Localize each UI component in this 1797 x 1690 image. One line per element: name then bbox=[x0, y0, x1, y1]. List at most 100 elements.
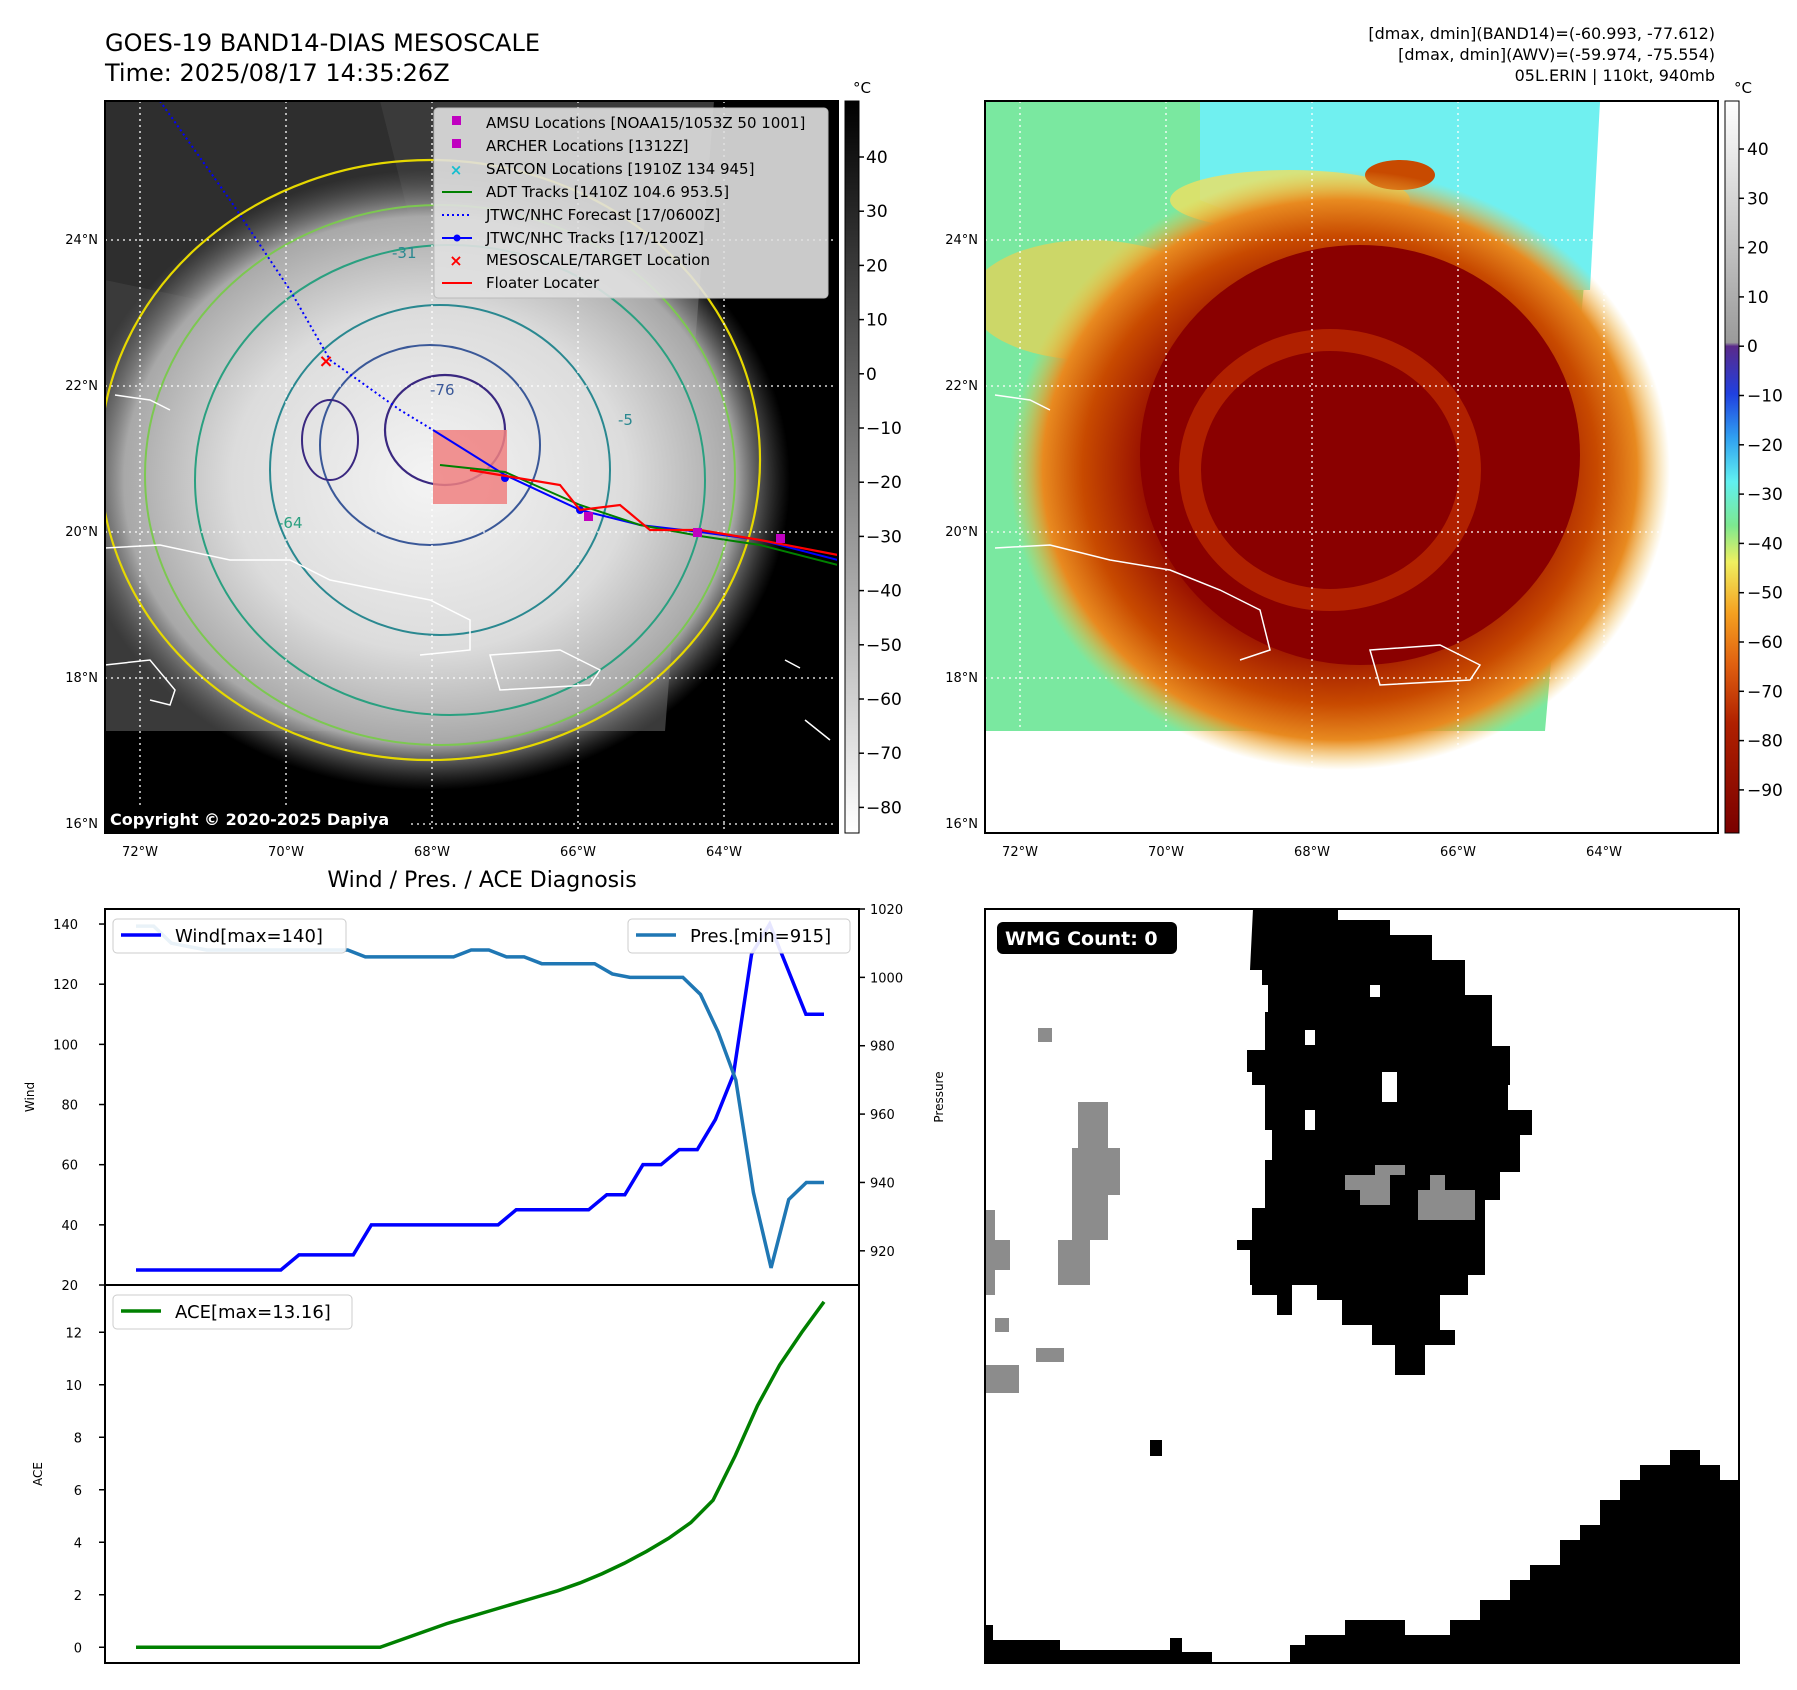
svg-text:70°W: 70°W bbox=[268, 845, 304, 860]
colorbar-color-tick-label: −90 bbox=[1747, 781, 1783, 801]
svg-text:22°N: 22°N bbox=[65, 379, 98, 394]
forecast-track bbox=[159, 101, 434, 431]
pressure-tick-label: 920 bbox=[870, 1245, 895, 1260]
map2-lon-ticks: 72°W 70°W 68°W 66°W 64°W bbox=[1002, 845, 1622, 860]
colorbar-gray-tick-label: −20 bbox=[866, 473, 902, 493]
svg-text:18°N: 18°N bbox=[65, 671, 98, 686]
map-legend: AMSU Locations [NOAA15/1053Z 50 1001] AR… bbox=[433, 107, 829, 299]
map-band14: × -31 -76 -64 -5 Copyright © 2020-2025 D… bbox=[65, 100, 839, 860]
band14-stats: [dmax, dmin](BAND14)=(-60.993, -77.612) bbox=[1368, 24, 1715, 43]
colorbar-gray-tick-label: 10 bbox=[866, 311, 888, 331]
archer-legend-icon bbox=[452, 139, 461, 148]
colorbar-gray-tick-label: 40 bbox=[866, 148, 888, 168]
svg-text:72°W: 72°W bbox=[122, 845, 158, 860]
pressure-tick-label: 980 bbox=[870, 1040, 895, 1055]
colorbar-color-tick-label: 30 bbox=[1747, 189, 1769, 209]
colorbar-color-tick-label: −40 bbox=[1747, 534, 1783, 554]
ace-tick-label: 0 bbox=[74, 1641, 82, 1656]
pressure-tick-label: 940 bbox=[870, 1176, 895, 1191]
wind-tick-label: 140 bbox=[53, 918, 78, 933]
colorbar-color: °C 40 30 20 10 0 −10 −20 −30 −40 −50 −60 −70 −80 −90 bbox=[1724, 79, 1783, 834]
svg-text:66°W: 66°W bbox=[560, 845, 596, 860]
wmg-panel: WMG Count: 0 bbox=[984, 908, 1740, 1664]
colorbar-gray-tick-label: 20 bbox=[866, 256, 888, 276]
figure-time: Time: 2025/08/17 14:35:26Z bbox=[104, 59, 450, 87]
colorbar-gray: °C 40 30 20 10 0 −10 −20 −30 −40 −50 −60 −70 −80 bbox=[844, 79, 902, 834]
wind-series-line bbox=[136, 920, 824, 1272]
svg-text:°C: °C bbox=[853, 79, 871, 97]
amsu-legend-icon bbox=[452, 116, 461, 125]
amsu-location bbox=[693, 528, 702, 537]
legend-target: MESOSCALE/TARGET Location bbox=[486, 251, 710, 269]
legend-satcon: SATCON Locations [1910Z 134 945] bbox=[486, 160, 754, 178]
colorbar-gray-tick-label: −50 bbox=[866, 636, 902, 656]
legend-amsu: AMSU Locations [NOAA15/1053Z 50 1001] bbox=[486, 114, 805, 132]
pressure-tick-label: 1000 bbox=[870, 971, 903, 986]
legend-floater: Floater Locater bbox=[486, 274, 600, 292]
colorbar-color-tick-label: −10 bbox=[1747, 387, 1783, 407]
colorbar-color-tick-label: 10 bbox=[1747, 288, 1769, 308]
ace-tick-label: 2 bbox=[74, 1589, 82, 1604]
svg-text:20°N: 20°N bbox=[65, 525, 98, 540]
legend-archer: ARCHER Locations [1312Z] bbox=[486, 137, 689, 155]
wind-tick-label: 60 bbox=[61, 1159, 78, 1174]
legend-forecast: JTWC/NHC Forecast [17/0600Z] bbox=[485, 206, 720, 224]
amsu-location bbox=[776, 534, 785, 543]
figure-title: GOES-19 BAND14-DIAS MESOSCALE bbox=[105, 29, 540, 57]
colorbar-color-tick-label: −80 bbox=[1747, 732, 1783, 752]
map2-lat-ticks: 24°N 22°N 20°N 18°N 16°N bbox=[945, 233, 978, 832]
pressure-tick-label: 1020 bbox=[870, 903, 903, 918]
svg-text:18°N: 18°N bbox=[945, 671, 978, 686]
legend-ace: ACE[max=13.16] bbox=[175, 1302, 331, 1323]
ace-tick-label: 6 bbox=[74, 1484, 82, 1499]
copyright-box bbox=[105, 806, 410, 832]
copyright: Copyright © 2020-2025 Dapiya bbox=[110, 810, 389, 829]
svg-text:72°W: 72°W bbox=[1002, 845, 1038, 860]
map1-lat-ticks: 24°N 22°N 20°N 18°N 16°N bbox=[65, 233, 98, 832]
contour-label: -64 bbox=[278, 514, 303, 532]
svg-text:24°N: 24°N bbox=[945, 233, 978, 248]
ace-tick-label: 10 bbox=[65, 1379, 82, 1394]
contour-label: -76 bbox=[430, 381, 455, 399]
svg-text:66°W: 66°W bbox=[1440, 845, 1476, 860]
svg-text:64°W: 64°W bbox=[706, 845, 742, 860]
colorbar-color-tick-label: −20 bbox=[1747, 436, 1783, 456]
colorbar-color-tick-label: −50 bbox=[1747, 584, 1783, 604]
contour-label: -31 bbox=[392, 244, 417, 262]
colorbar-color-tick-label: 20 bbox=[1747, 239, 1769, 259]
map1-lon-ticks: 72°W 70°W 68°W 66°W 64°W bbox=[122, 845, 742, 860]
colorbar-color-tick-label: −30 bbox=[1747, 485, 1783, 505]
legend-pres: Pres.[min=915] bbox=[690, 926, 831, 947]
colorbar-color-tick-label: −70 bbox=[1747, 682, 1783, 702]
colorbar-gray-tick-label: 0 bbox=[866, 365, 877, 385]
svg-text:16°N: 16°N bbox=[65, 817, 98, 832]
wind-tick-label: 40 bbox=[61, 1219, 78, 1234]
floater-track bbox=[469, 468, 838, 557]
colorbar-gray-tick-label: −30 bbox=[866, 527, 902, 547]
satcon-legend-icon: × bbox=[450, 161, 463, 179]
wmg-count: WMG Count: 0 bbox=[1005, 928, 1158, 950]
legend-tracks: JTWC/NHC Tracks [17/1200Z] bbox=[485, 229, 704, 247]
legend-wind: Wind[max=140] bbox=[175, 926, 323, 947]
wind-legend: Wind[max=140] bbox=[112, 918, 347, 954]
svg-text:70°W: 70°W bbox=[1148, 845, 1184, 860]
colorbar-gray-tick-label: −70 bbox=[866, 744, 902, 764]
colorbar-gray-tick-label: −60 bbox=[866, 690, 902, 710]
colorbar-gray-tick-label: −10 bbox=[866, 419, 902, 439]
pressure-tick-label: 960 bbox=[870, 1108, 895, 1123]
ace-tick-label: 12 bbox=[65, 1326, 82, 1341]
wind-tick-label: 100 bbox=[53, 1038, 78, 1053]
ace-legend: ACE[max=13.16] bbox=[112, 1294, 353, 1330]
awv-stats: [dmax, dmin](AWV)=(-59.974, -75.554) bbox=[1398, 45, 1715, 64]
svg-text:16°N: 16°N bbox=[945, 817, 978, 832]
adt-track bbox=[439, 464, 838, 566]
ace-tick-label: 4 bbox=[74, 1536, 82, 1551]
colorbar-color-tick-label: −60 bbox=[1747, 633, 1783, 653]
svg-text:64°W: 64°W bbox=[1586, 845, 1622, 860]
colorbar-color-tick-label: 40 bbox=[1747, 140, 1769, 160]
pressure-axis-label: Pressure bbox=[932, 1071, 946, 1122]
svg-text:22°N: 22°N bbox=[945, 379, 978, 394]
target-legend-icon: × bbox=[449, 251, 462, 270]
wind-pressure-panel: 20 40 60 80 100 120 140 920 940 960 980 1000 1020 W… bbox=[23, 903, 946, 1294]
